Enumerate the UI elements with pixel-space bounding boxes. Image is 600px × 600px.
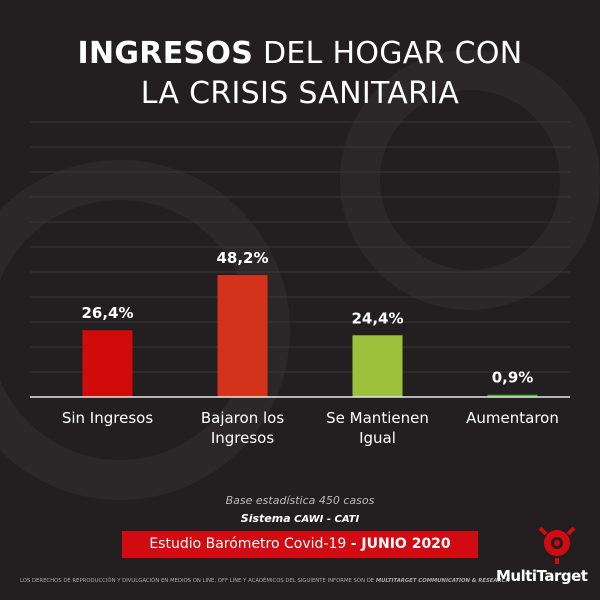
value-label: 0,9%	[492, 369, 534, 387]
category-label: Sin Ingresos	[61, 409, 154, 427]
category-label: Aumentaron	[466, 409, 559, 427]
bars: 26,4% 48,2% 24,4% 0,9%	[81, 249, 538, 397]
rights-owner: MULTITARGET COMMUNICATION & RESEARCH	[375, 578, 510, 584]
logo-icon	[538, 526, 576, 564]
title-bold: INGRESOS	[77, 36, 254, 71]
logo: MultiTarget	[496, 567, 588, 585]
rights-text: LOS DERECHOS DE REPRODUCCIÓN Y DIVULGACI…	[20, 578, 375, 584]
background-decoration	[0, 50, 600, 500]
study-date: - JUNIO 2020	[350, 536, 451, 552]
base-note: Base estadística 450 casos	[225, 494, 375, 507]
bar	[352, 335, 403, 397]
title-rest: DEL HOGAR CON LA CRISIS SANITARIA	[140, 36, 523, 111]
study-banner: Estudio Barómetro Covid-19 - JUNIO 2020	[122, 531, 478, 558]
value-label: 26,4%	[81, 304, 133, 322]
system-value: CAWI - CATI	[294, 514, 360, 525]
bar	[82, 330, 133, 397]
bar	[487, 394, 538, 397]
value-label: 48,2%	[216, 249, 268, 267]
value-label: 24,4%	[351, 309, 403, 327]
system-label: Sistema	[240, 512, 291, 525]
system-note: Sistema CAWI - CATI	[0, 512, 600, 525]
rights-note: LOS DERECHOS DE REPRODUCCIÓN Y DIVULGACI…	[20, 578, 510, 584]
category-label: Se Mantienen Igual	[326, 409, 429, 447]
category-label: Bajaron los Ingresos	[200, 409, 285, 447]
chart-title: INGRESOS DEL HOGAR CON LA CRISIS SANITAR…	[60, 34, 540, 114]
study-name: Estudio Barómetro Covid-19	[149, 536, 347, 552]
bar	[217, 275, 268, 397]
